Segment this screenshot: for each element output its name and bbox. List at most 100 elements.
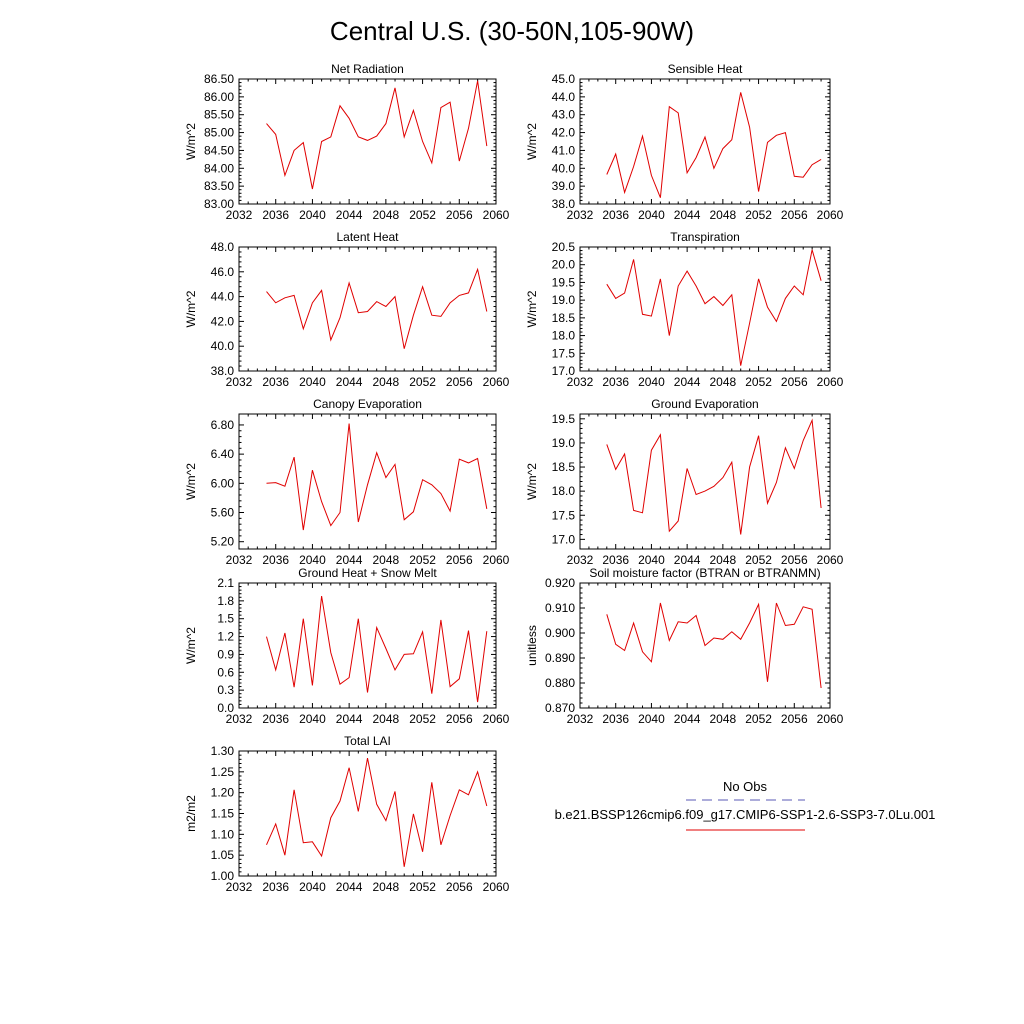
x-tick-label: 2048 (373, 375, 400, 389)
x-tick-label: 2036 (262, 880, 289, 894)
panel-title: Ground Heat + Snow Melt (298, 566, 437, 580)
y-tick-label: 44.0 (211, 290, 235, 304)
y-tick-label: 84.00 (204, 161, 234, 175)
y-tick-label: 1.25 (211, 765, 235, 779)
plot-frame (238, 750, 497, 877)
x-tick-label: 2056 (781, 208, 808, 222)
legend-label-model: b.e21.BSSP126cmip6.f09_g17.CMIP6-SSP1-2.… (555, 807, 936, 822)
y-tick-label: 19.5 (552, 412, 576, 426)
x-tick-label: 2052 (409, 712, 436, 726)
y-tick-label: 1.10 (211, 827, 235, 841)
x-tick-label: 2048 (710, 208, 737, 222)
legend-label-no-obs: No Obs (723, 779, 768, 794)
y-tick-label: 1.05 (211, 848, 235, 862)
x-tick-label: 2044 (674, 208, 701, 222)
x-tick-label: 2056 (781, 375, 808, 389)
y-tick-label: 85.50 (204, 108, 234, 122)
x-tick-label: 2056 (446, 553, 473, 567)
x-tick-label: 2036 (602, 712, 629, 726)
x-tick-label: 2052 (409, 880, 436, 894)
x-tick-label: 2032 (567, 712, 594, 726)
x-tick-label: 2032 (567, 208, 594, 222)
x-tick-label: 2052 (745, 712, 772, 726)
x-tick-label: 2040 (299, 880, 326, 894)
y-tick-label: 42.0 (211, 314, 235, 328)
x-tick-label: 2052 (745, 553, 772, 567)
x-tick-label: 2060 (817, 712, 844, 726)
y-tick-label: 17.5 (552, 508, 576, 522)
plot-frame (579, 413, 831, 550)
y-tick-label: 42.0 (552, 126, 576, 140)
x-tick-label: 2044 (336, 208, 363, 222)
x-tick-label: 2060 (483, 375, 510, 389)
y-tick-label: 18.5 (552, 460, 576, 474)
y-tick-label: 40.0 (552, 161, 576, 175)
panel-title: Sensible Heat (668, 62, 743, 76)
y-tick-label: 0.9 (217, 647, 234, 661)
x-tick-label: 2032 (226, 553, 253, 567)
y-tick-label: 5.60 (211, 506, 235, 520)
x-tick-label: 2044 (674, 712, 701, 726)
x-tick-label: 2036 (262, 553, 289, 567)
y-tick-label: 86.50 (204, 72, 234, 86)
x-tick-label: 2056 (446, 880, 473, 894)
y-tick-label: 83.00 (204, 197, 234, 211)
panel-ground-heat-snow-melt: Ground Heat + Snow Melt W/m^2 2032 2036 2040… (184, 566, 510, 726)
panel-ground-evaporation: Ground Evaporation W/m^2 2032 2036 2040 2044 2… (525, 397, 844, 567)
y-tick-label: 2.1 (217, 576, 234, 590)
y-axis-label: W/m^2 (184, 463, 198, 500)
y-tick-label: 1.15 (211, 807, 235, 821)
y-tick-label: 83.50 (204, 179, 234, 193)
y-tick-label: 5.20 (211, 535, 235, 549)
y-tick-label: 41.0 (552, 143, 576, 157)
x-tick-label: 2048 (710, 375, 737, 389)
y-axis-label: m2/m2 (184, 795, 198, 832)
y-tick-label: 18.5 (552, 311, 576, 325)
x-tick-label: 2036 (262, 712, 289, 726)
panel-title: Total LAI (344, 734, 391, 748)
y-tick-label: 0.920 (545, 576, 575, 590)
plot-frame (579, 78, 831, 205)
x-tick-label: 2032 (226, 208, 253, 222)
y-tick-label: 0.910 (545, 601, 575, 615)
x-tick-label: 2060 (483, 553, 510, 567)
x-tick-label: 2036 (262, 208, 289, 222)
y-axis-label: W/m^2 (525, 463, 539, 500)
x-tick-label: 2040 (638, 375, 665, 389)
series-line-transpiration (606, 249, 822, 366)
x-tick-label: 2040 (299, 208, 326, 222)
y-tick-label: 6.40 (211, 447, 235, 461)
x-tick-label: 2048 (710, 712, 737, 726)
series-line-sensible-heat (606, 92, 822, 198)
y-tick-label: 1.8 (217, 594, 234, 608)
panel-title: Latent Heat (336, 230, 399, 244)
series-line-latent-heat (266, 267, 488, 349)
x-tick-label: 2044 (336, 375, 363, 389)
y-tick-label: 1.5 (217, 612, 234, 626)
series-line-soil-moisture-factor-btran-or-btranmn (606, 602, 822, 689)
panel-title: Canopy Evaporation (313, 397, 422, 411)
series-line-ground-evaporation (606, 418, 822, 535)
y-tick-label: 46.0 (211, 265, 235, 279)
y-tick-label: 0.870 (545, 701, 575, 715)
x-tick-label: 2048 (373, 880, 400, 894)
y-tick-label: 0.0 (217, 701, 234, 715)
x-tick-label: 2052 (409, 375, 436, 389)
x-tick-label: 2052 (745, 375, 772, 389)
x-tick-label: 2040 (638, 553, 665, 567)
series-line-canopy-evaporation (266, 423, 488, 531)
x-tick-label: 2032 (226, 375, 253, 389)
y-tick-label: 17.0 (552, 532, 576, 546)
y-tick-label: 1.20 (211, 786, 235, 800)
y-tick-label: 45.0 (552, 72, 576, 86)
x-tick-label: 2048 (373, 208, 400, 222)
y-tick-label: 17.0 (552, 364, 576, 378)
y-tick-label: 84.50 (204, 143, 234, 157)
panel-canopy-evaporation: Canopy Evaporation W/m^2 2032 2036 2040 2044 2… (184, 397, 510, 567)
y-tick-label: 40.0 (211, 339, 235, 353)
y-tick-label: 38.0 (211, 364, 235, 378)
y-tick-label: 48.0 (211, 240, 235, 254)
x-tick-label: 2044 (336, 712, 363, 726)
x-tick-label: 2056 (446, 375, 473, 389)
x-tick-label: 2040 (638, 208, 665, 222)
